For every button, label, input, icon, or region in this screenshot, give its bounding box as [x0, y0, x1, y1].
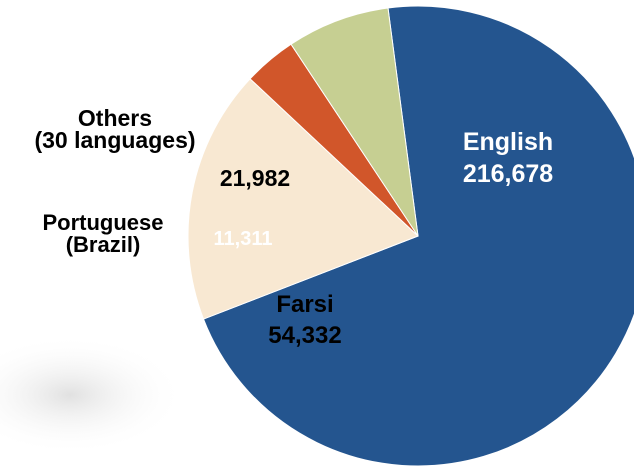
pie-slice-farsi — [187, 78, 419, 320]
slice-label-english: English — [463, 128, 553, 156]
slice-value-farsi: 54,332 — [268, 322, 341, 349]
slice-label-portuguese: Portuguese (Brazil) — [42, 210, 163, 257]
pie-shadow — [0, 335, 185, 455]
pie-labels: English 216,678 Farsi 54,332 Portuguese (Braz… — [34, 105, 553, 349]
slice-value-english: 216,678 — [463, 160, 553, 188]
slice-value-others: 21,982 — [220, 165, 290, 191]
pie-slice-others — [290, 7, 419, 237]
slice-label-farsi: Farsi — [276, 291, 333, 318]
slice-value-portuguese: 11,311 — [214, 228, 273, 250]
slice-label-others: Others (30 languages) — [34, 105, 195, 153]
pie-slices — [187, 5, 634, 466]
